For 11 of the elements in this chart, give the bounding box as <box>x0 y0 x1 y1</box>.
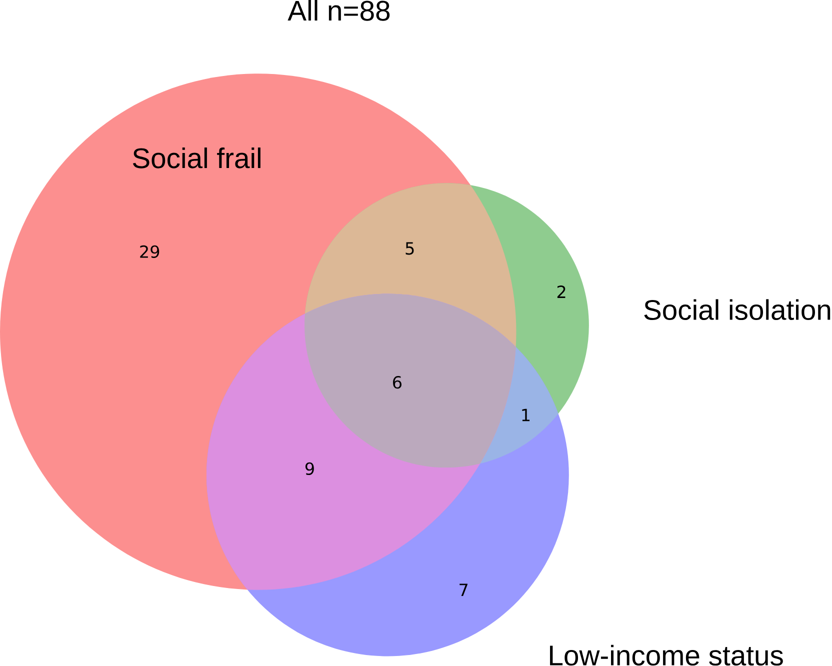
data-label: 29 <box>140 246 160 258</box>
data-label: 7 <box>460 584 468 596</box>
data-label: 6 <box>393 376 402 389</box>
data-label: 2 <box>557 286 566 298</box>
data-label: 9 <box>305 462 314 476</box>
data-label: 5 <box>406 242 414 255</box>
text: Low-income status <box>550 644 783 666</box>
text: Social isolation <box>644 299 830 320</box>
text: All n=88 <box>288 0 390 22</box>
data-label: 1 <box>522 409 530 422</box>
text: Social frail <box>132 148 260 169</box>
